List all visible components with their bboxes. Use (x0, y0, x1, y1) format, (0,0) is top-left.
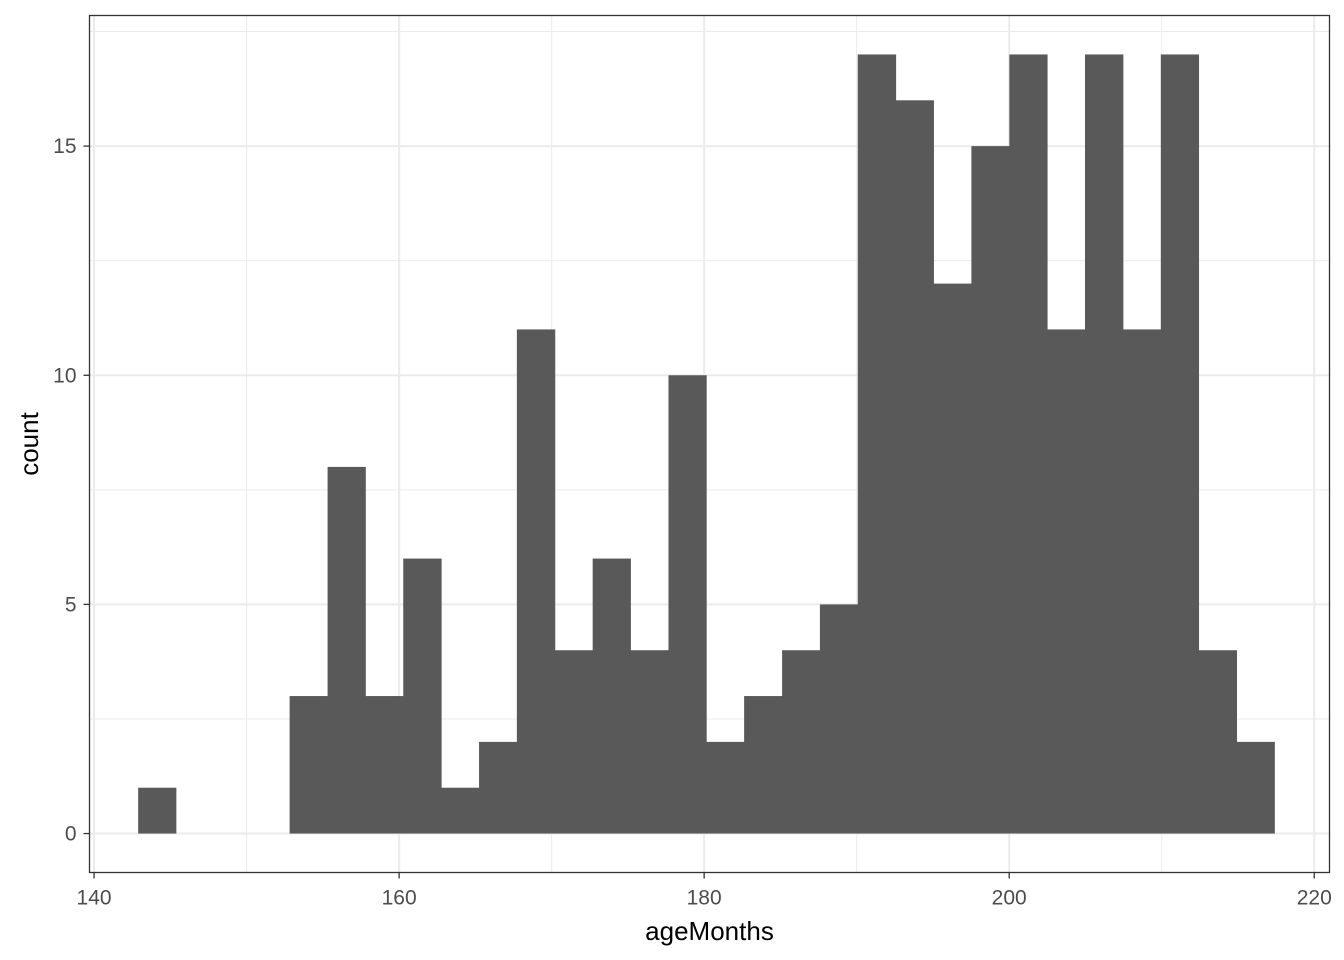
histogram-bar (327, 466, 366, 834)
histogram-bar (933, 283, 972, 834)
histogram-bar (441, 787, 480, 834)
histogram-bar (1198, 650, 1238, 834)
y-tick-label: 0 (65, 823, 77, 846)
histogram-bar (403, 558, 442, 834)
histogram-bar (1047, 329, 1086, 834)
histogram-bar (1122, 329, 1162, 834)
histogram-bar (782, 650, 821, 834)
plot-border (88, 14, 1331, 874)
histogram-bar (516, 329, 556, 834)
histogram-bar (857, 54, 897, 834)
histogram-bar (819, 604, 859, 834)
x-tick-label: 220 (1297, 887, 1332, 910)
histogram-bar (668, 375, 707, 834)
histogram-bar (744, 696, 783, 834)
histogram-bar (289, 696, 328, 834)
y-tick-label: 10 (53, 364, 76, 387)
histogram-bar (971, 146, 1010, 834)
y-axis: 0 5 10 15 (53, 135, 90, 846)
histogram-bar (592, 558, 631, 834)
x-tick-label: 200 (992, 887, 1027, 910)
histogram-bars (138, 54, 1275, 834)
x-axis: 140 160 180 200 220 (77, 872, 1332, 910)
histogram-bar (138, 787, 177, 834)
histogram-bar (706, 741, 745, 834)
histogram-bar (365, 696, 404, 834)
histogram-bar (479, 741, 518, 834)
y-axis-title: count (14, 411, 44, 475)
x-tick-label: 160 (382, 887, 417, 910)
histogram-bar (1085, 54, 1124, 834)
x-tick-label: 180 (687, 887, 722, 910)
histogram-bar (1236, 741, 1275, 834)
histogram-bar (1160, 54, 1200, 834)
x-tick-label: 140 (77, 887, 112, 910)
y-tick-label: 15 (53, 135, 76, 158)
y-tick-label: 5 (65, 593, 77, 616)
x-axis-title: ageMonths (645, 916, 774, 946)
histogram-bar (630, 650, 669, 834)
histogram-bar (1009, 54, 1048, 834)
histogram-bar (895, 100, 934, 834)
histogram-bar (554, 650, 594, 834)
